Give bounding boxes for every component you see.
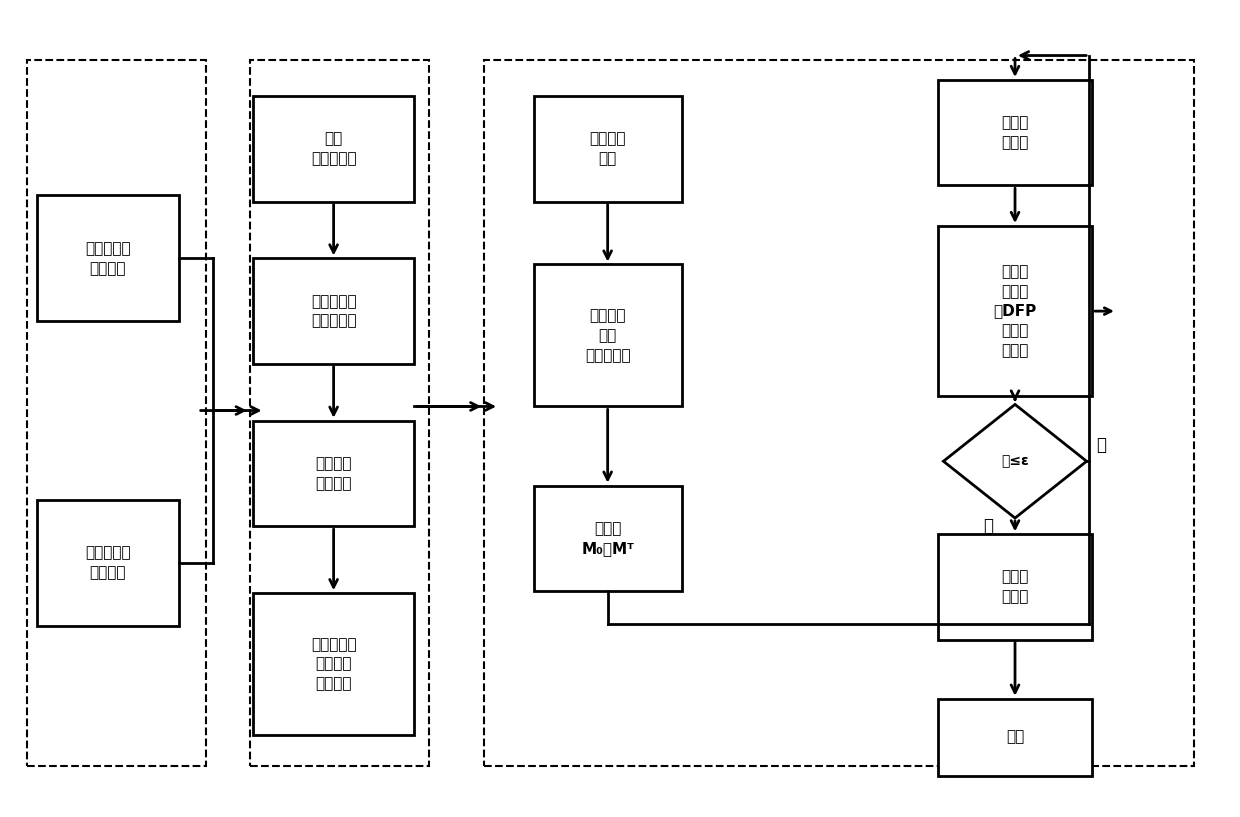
Text: 二阶导
数矩阵
的DFP
变尺度
法优化: 二阶导 数矩阵 的DFP 变尺度 法优化 — [993, 264, 1037, 358]
Polygon shape — [944, 404, 1086, 518]
Text: 结束: 结束 — [1006, 730, 1024, 744]
Bar — [253, 593, 414, 735]
Text: 构造惩罚
函数
（约束项）: 构造惩罚 函数 （约束项） — [585, 308, 630, 363]
Text: 页岩气产率
评价模型: 页岩气产率 评价模型 — [84, 545, 130, 580]
Bar — [484, 60, 1194, 766]
Text: 选择
代表性岩样: 选择 代表性岩样 — [311, 132, 356, 166]
Bar — [249, 60, 429, 766]
Bar — [27, 60, 207, 766]
Bar — [533, 485, 682, 591]
Text: 模≤ε: 模≤ε — [1001, 454, 1029, 468]
Bar — [253, 421, 414, 526]
Text: 输出标
定结果: 输出标 定结果 — [1002, 569, 1029, 605]
Text: 否: 否 — [1096, 436, 1106, 454]
Bar — [37, 195, 179, 321]
Text: 构造目标
函数: 构造目标 函数 — [589, 132, 626, 166]
Bar — [533, 96, 682, 202]
Text: 一阶偏
导函数: 一阶偏 导函数 — [1002, 115, 1029, 150]
Bar — [253, 258, 414, 364]
Bar — [37, 500, 179, 626]
Bar — [253, 96, 414, 202]
Text: 是: 是 — [983, 517, 993, 535]
Bar — [533, 265, 682, 407]
Bar — [937, 226, 1092, 396]
Text: 密闭体系下
热模拟实验: 密闭体系下 热模拟实验 — [311, 294, 356, 328]
Text: 页岩油产率
评价模型: 页岩油产率 评价模型 — [84, 241, 130, 276]
Bar — [937, 534, 1092, 640]
Text: 初始值
M₀、Mᵀ: 初始值 M₀、Mᵀ — [582, 521, 634, 556]
Bar — [937, 80, 1092, 185]
Bar — [937, 699, 1092, 775]
Text: 实时记录
实验数据: 实时记录 实验数据 — [315, 456, 352, 491]
Text: 求取不同升
温速率下
油气产率: 求取不同升 温速率下 油气产率 — [311, 636, 356, 691]
